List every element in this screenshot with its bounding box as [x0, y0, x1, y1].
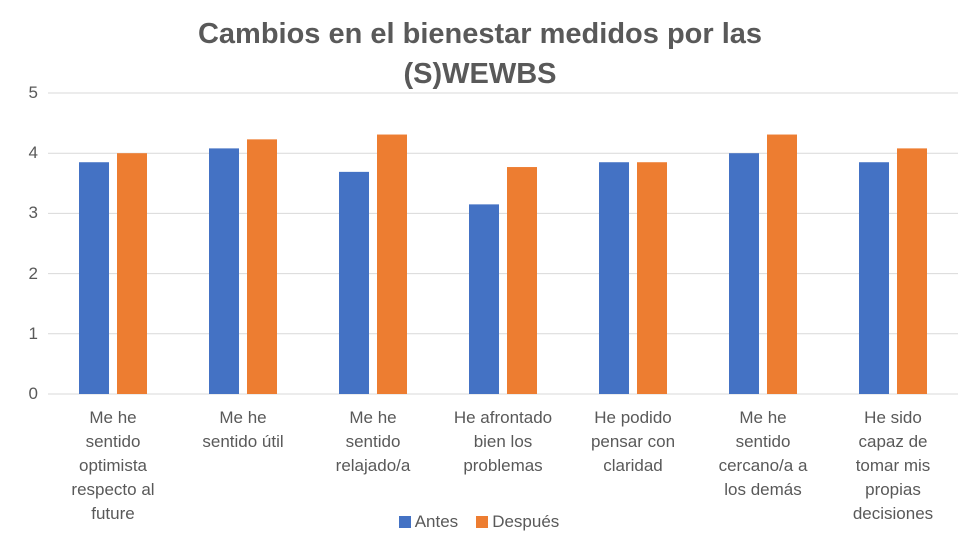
x-tick-label: Me he sentido relajado/a: [335, 408, 411, 475]
y-tick-label: 0: [28, 384, 38, 403]
bar: [79, 162, 109, 394]
y-tick-label: 5: [28, 83, 38, 102]
bar: [247, 139, 277, 394]
bar: [377, 134, 407, 394]
x-tick-label: Me he sentido útil: [202, 408, 284, 451]
bar: [859, 162, 889, 394]
x-tick-label: He afrontado bien los problemas: [453, 408, 553, 475]
bar: [507, 167, 537, 394]
x-tick-label: Me he sentido optimista respecto al futu…: [71, 408, 155, 523]
bar: [469, 204, 499, 394]
bar: [729, 153, 759, 394]
legend-swatch: [476, 516, 489, 528]
bar: [767, 134, 797, 394]
legend: Antes Después: [0, 512, 958, 532]
chart-title: Cambios en el bienestar medidos por las …: [197, 18, 763, 90]
legend-label: Después: [492, 512, 560, 531]
y-tick-label: 3: [28, 203, 38, 223]
y-tick-label: 2: [28, 263, 38, 283]
bar: [209, 148, 239, 394]
bar: [897, 148, 927, 394]
y-tick-label: 1: [28, 323, 38, 343]
legend-item: Después: [476, 512, 559, 532]
x-tick-label: He sido capaz de tomar mis propias decis…: [852, 408, 934, 523]
bar: [339, 171, 369, 394]
y-tick-label: 4: [28, 143, 38, 163]
legend-label: Antes: [414, 512, 459, 531]
x-tick-label: He podido pensar con claridad: [590, 408, 676, 475]
x-tick-label: Me he sentido cercano/a a los demás: [718, 408, 808, 499]
legend-item: Antes: [398, 512, 459, 532]
bar: [599, 162, 629, 394]
legend-swatch: [398, 516, 411, 528]
bar: [637, 162, 667, 394]
bar: [117, 153, 147, 394]
